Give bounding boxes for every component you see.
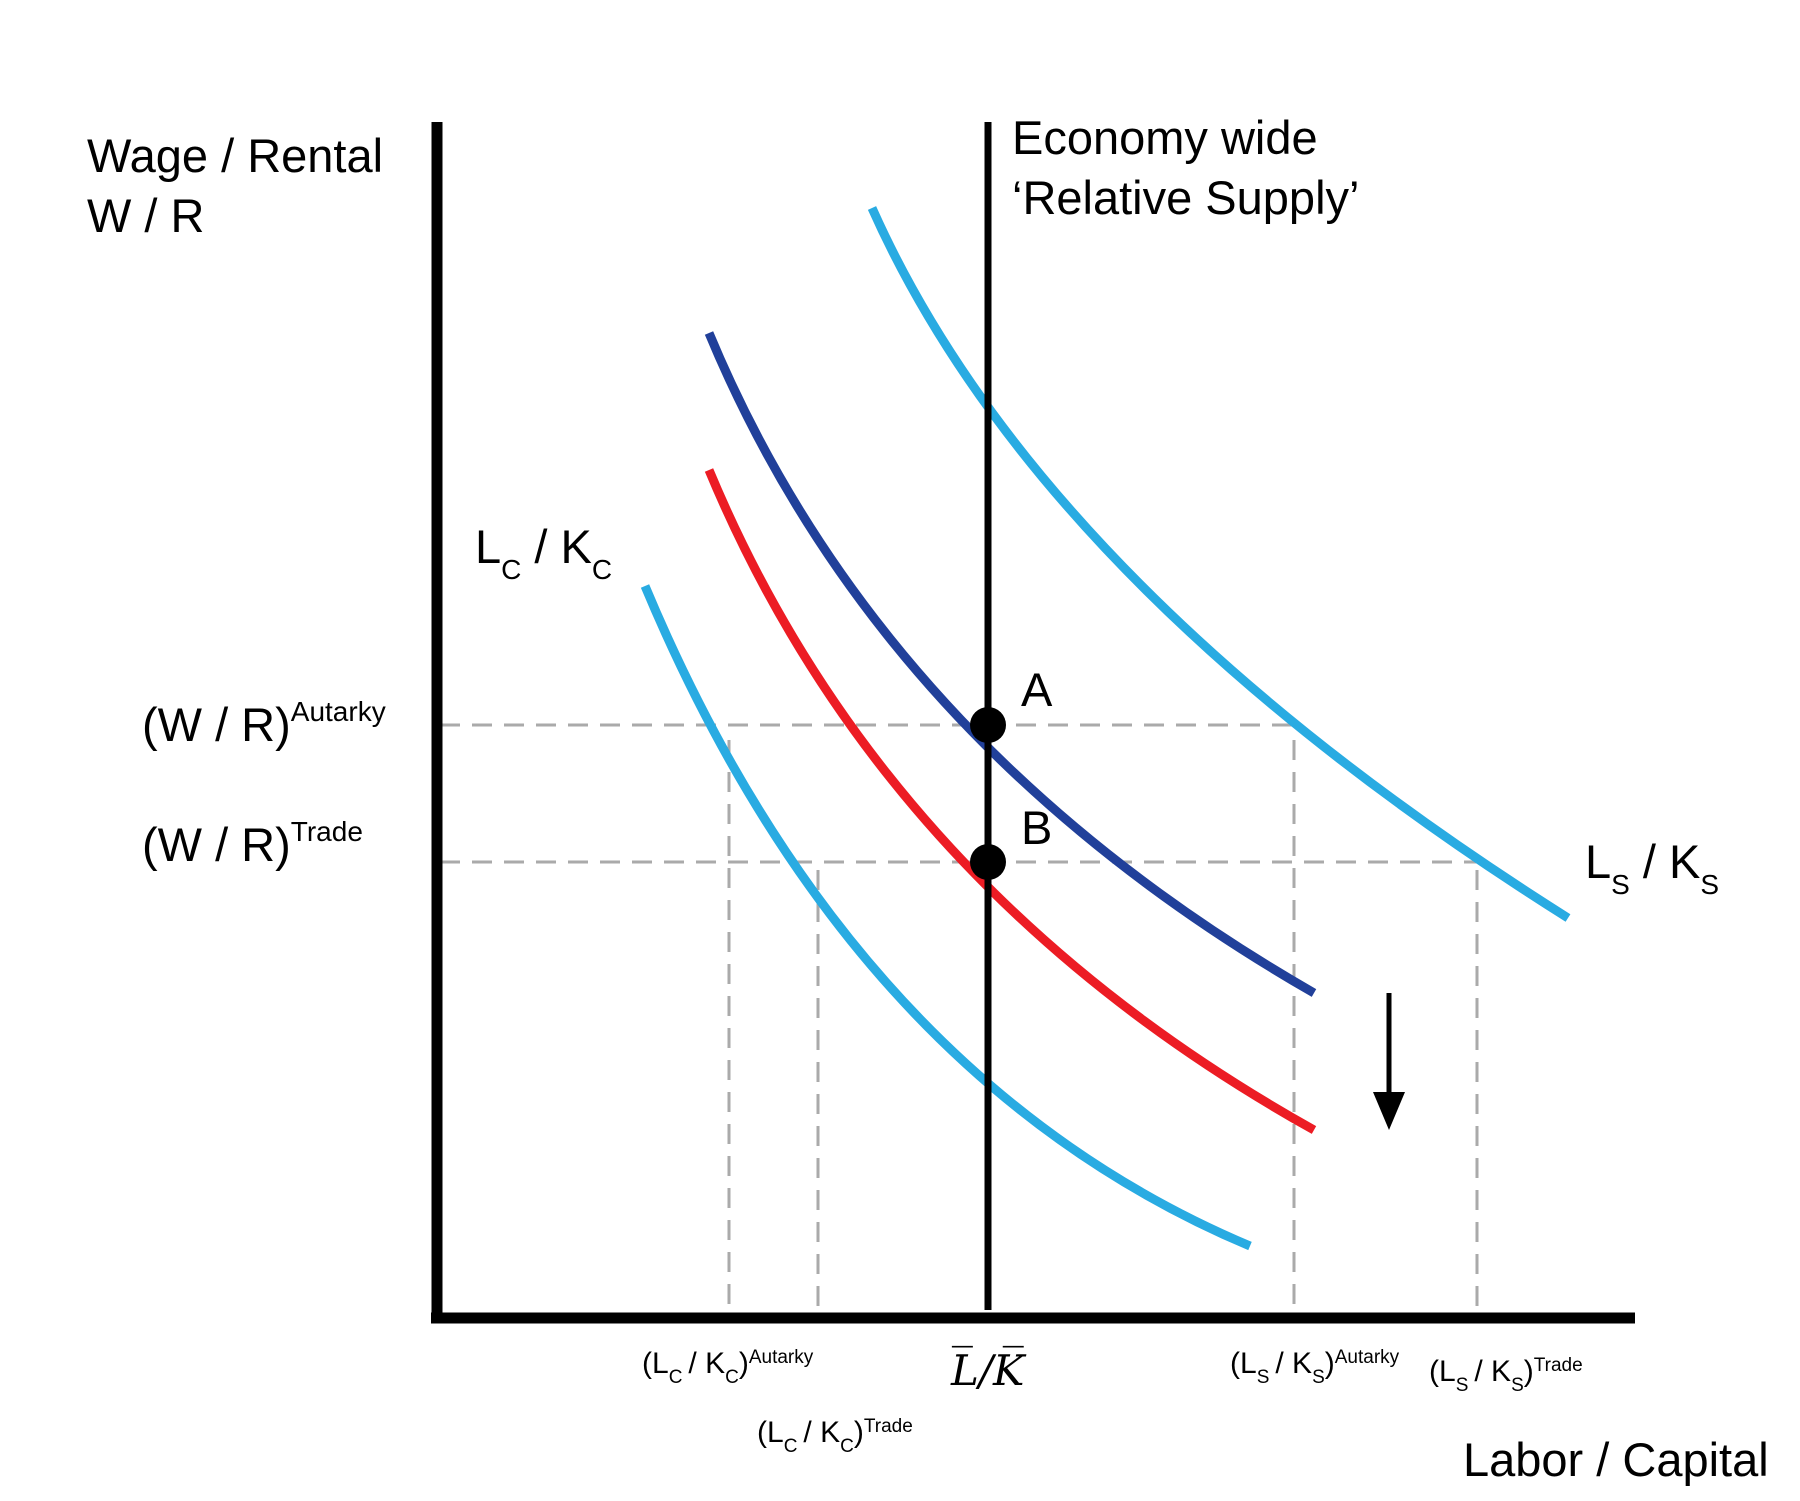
relative-supply-label-line2: ‘Relative Supply’ [1012,171,1359,224]
x-tick-ls-trade: (LS / KS)Trade [1429,1355,1583,1396]
equilibrium-point-b [970,844,1006,880]
dashed-guides [440,723,1479,1316]
steel-curve-label: LS / KS [1585,835,1719,900]
clothing-curve-label: LC / KC [475,520,612,585]
point-b-label: B [1021,801,1052,854]
point-a-label: A [1021,663,1053,716]
x-axis-label: Labor / Capital [1463,1433,1769,1486]
steel-curve-ls-ks [867,206,1571,922]
equilibrium-point-a [970,707,1006,743]
clothing-curve-lc-kc [640,584,1252,1251]
y-axis-label-line1: Wage / Rental [87,129,383,182]
down-arrow-icon [1373,993,1405,1130]
trade-relative-demand-curve [704,468,1317,1134]
autarky-relative-demand-curve [704,331,1317,997]
y-axis-label-line2: W / R [87,189,204,242]
relative-supply-label-line1: Economy wide [1012,111,1318,164]
x-tick-endowment: L̅/K̅ [950,1344,1027,1395]
y-tick-autarky: (W / R)Autarky [142,696,386,751]
y-tick-trade: (W / R)Trade [142,816,363,871]
x-tick-ls-autarky: (LS / KS)Autarky [1230,1347,1400,1388]
x-tick-lc-autarky: (LC / KC)Autarky [642,1347,814,1388]
x-tick-lc-trade: (LC / KC)Trade [757,1416,913,1457]
